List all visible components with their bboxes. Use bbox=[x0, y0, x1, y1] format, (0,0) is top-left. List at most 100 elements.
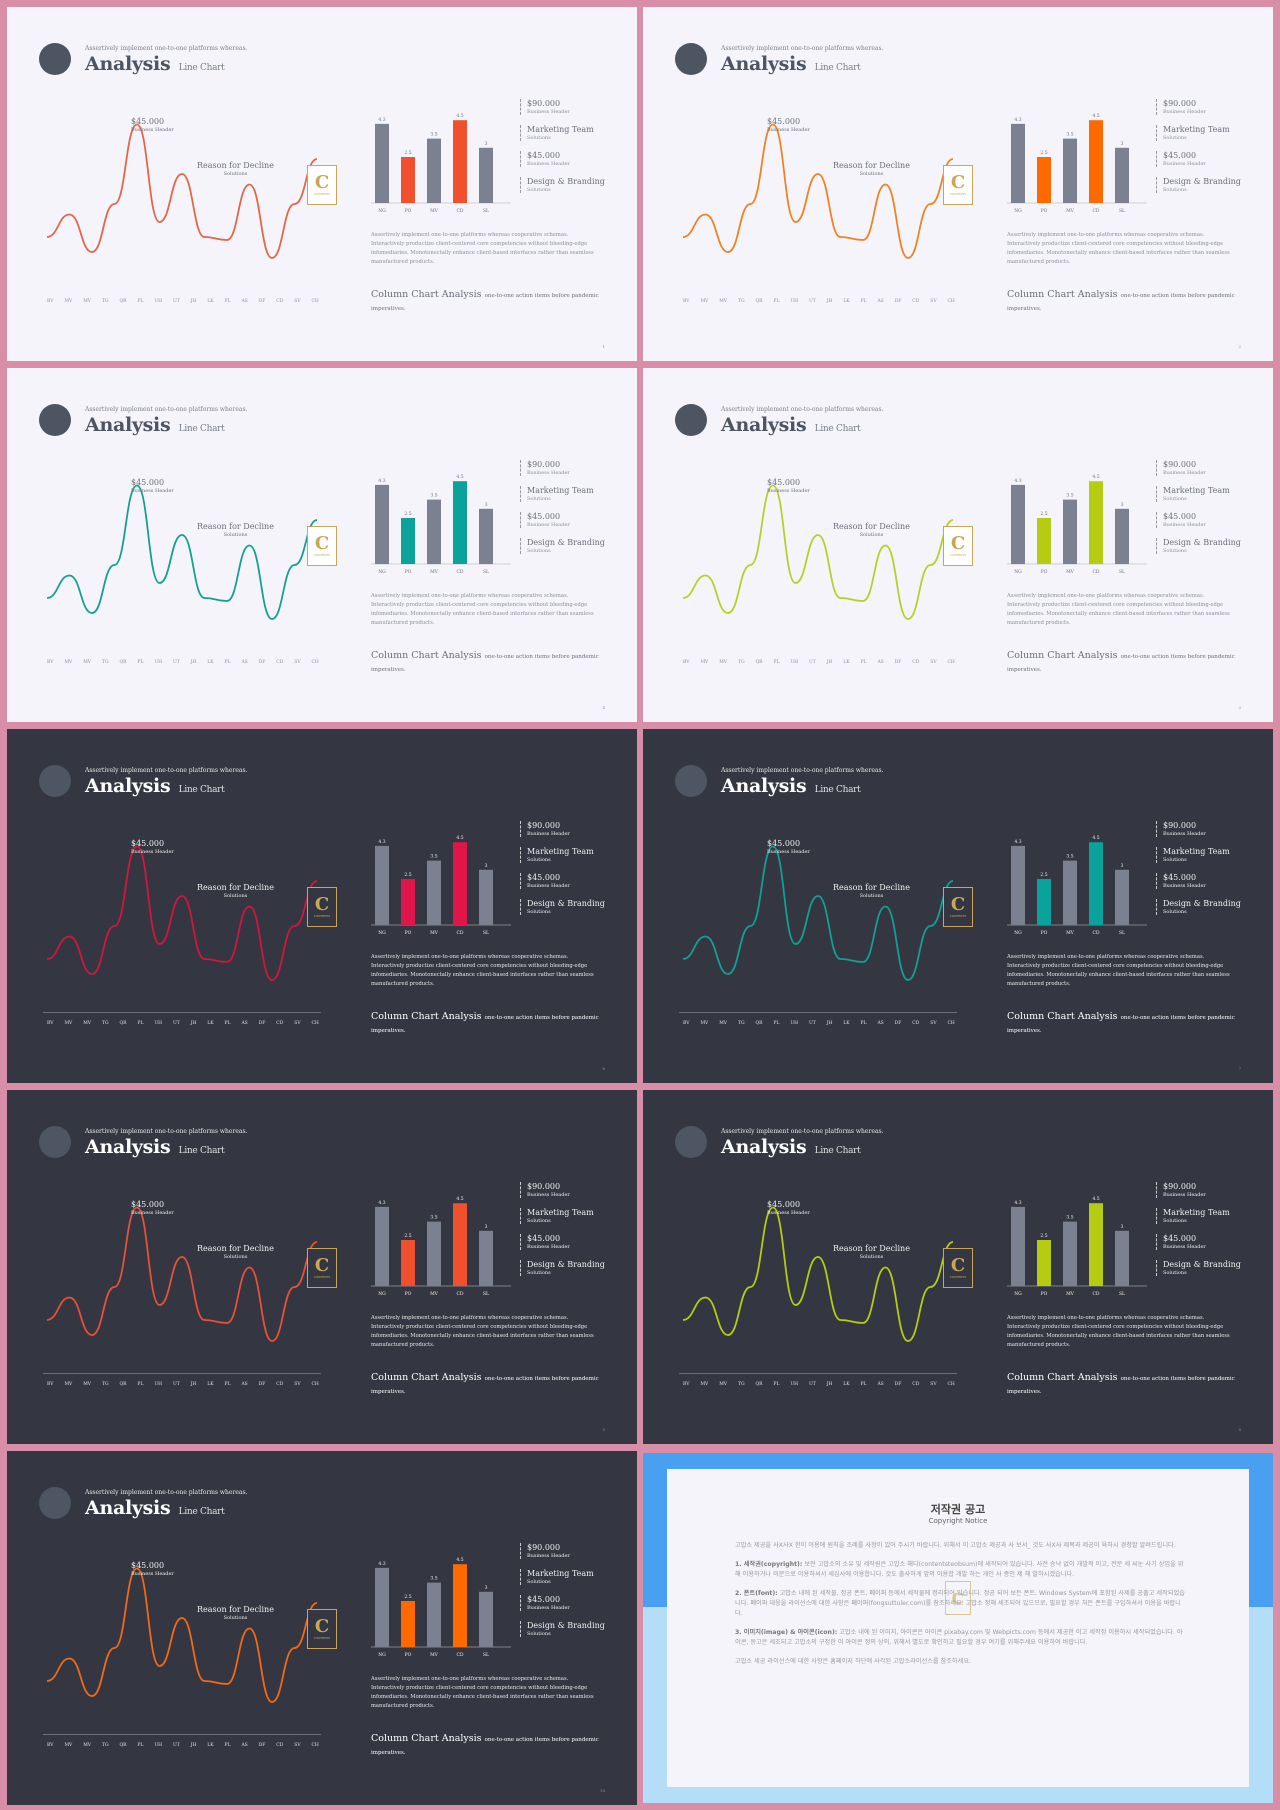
bar-legend: $90.000 Business Header Marketing Team Solu… bbox=[1156, 99, 1266, 203]
bar-CD bbox=[1089, 1203, 1103, 1286]
notice-para-2: 2. 폰트(font): 고맙소 내에 된 세작물, 정공 폰트, 폐이퍼 등에… bbox=[735, 1589, 1185, 1619]
x-tick-label: MV bbox=[719, 1021, 728, 1026]
legend-item: $45.000 Business Header bbox=[520, 151, 630, 167]
line-chart bbox=[682, 1206, 954, 1342]
legend-item: $45.000 Business Header bbox=[520, 1234, 630, 1250]
bar-NG bbox=[375, 845, 389, 925]
x-tick-label: JH bbox=[190, 1382, 197, 1387]
slide-thumbnail-3[interactable]: Assertively implement one-to-one platfor… bbox=[7, 368, 637, 722]
page-number: 8 bbox=[1238, 1427, 1241, 1432]
x-tick-label: PL bbox=[224, 1021, 231, 1026]
slide-thumbnail-1[interactable]: Assertively implement one-to-one platfor… bbox=[7, 7, 637, 361]
slide-thumbnail-9[interactable]: Assertively implement one-to-one platfor… bbox=[7, 1451, 637, 1805]
legend-title: Design & Branding bbox=[527, 177, 605, 186]
description-text: Assertively implement one-to-one platfor… bbox=[371, 1676, 594, 1709]
bar-category-label: CD bbox=[1092, 569, 1099, 575]
legend-sub: Business Header bbox=[527, 1192, 570, 1198]
column-chart-heading: Column Chart Analysis one-to-one action … bbox=[371, 1733, 611, 1759]
legend-sub: Solutions bbox=[1163, 548, 1187, 554]
reason-title: Reason for Decline bbox=[833, 522, 910, 531]
x-tick-label: QR bbox=[119, 299, 127, 304]
top-subtitle: Assertively implement one-to-one platfor… bbox=[721, 45, 884, 52]
x-tick-label: MV bbox=[83, 660, 92, 665]
legend-sub: Business Header bbox=[1163, 522, 1206, 528]
x-tick-label: CD bbox=[276, 660, 284, 665]
x-tick-label: PL bbox=[773, 1382, 780, 1387]
x-tick-label: MV bbox=[700, 299, 709, 304]
x-tick-label: CH bbox=[947, 1021, 955, 1026]
line-chart-x-labels: BV MV MV TG QR PL UH UT JH LK PL AS DF CD SV CH bbox=[47, 1743, 319, 1748]
page-number: 5 bbox=[602, 1427, 605, 1432]
title-text: Analysis bbox=[721, 775, 807, 797]
reason-sub: Solutions bbox=[223, 1615, 248, 1621]
bar-SL bbox=[1115, 1230, 1129, 1286]
reason-annotation: Reason for Decline Solutions bbox=[833, 883, 910, 899]
x-tick-label: BV bbox=[47, 299, 54, 304]
line-chart-axis bbox=[679, 1373, 957, 1374]
x-tick-label: UT bbox=[808, 660, 816, 665]
x-tick-label: BV bbox=[47, 1382, 54, 1387]
x-tick-label: SV bbox=[930, 299, 937, 304]
legend-title: $90.000 bbox=[527, 460, 561, 469]
bar-legend: $90.000 Business Header Marketing Team Solu… bbox=[1156, 460, 1266, 564]
price-annotation: $45.000 Business Header bbox=[767, 1200, 810, 1216]
bar-MV bbox=[427, 499, 441, 564]
contents-badge: C CONTENTS bbox=[307, 1609, 337, 1649]
slide-thumbnail-6[interactable]: Assertively implement one-to-one platfor… bbox=[643, 729, 1273, 1083]
bar-value-label: 2.5 bbox=[404, 511, 411, 517]
legend-item: Design & Branding Solutions bbox=[1156, 1260, 1266, 1276]
bar-value-label: 2.5 bbox=[1040, 1233, 1047, 1239]
x-tick-label: PL bbox=[224, 299, 231, 304]
line-chart-axis bbox=[43, 1373, 321, 1374]
legend-item: Design & Branding Solutions bbox=[520, 1621, 630, 1637]
x-tick-label: DF bbox=[258, 660, 266, 665]
title-sub: Line Chart bbox=[814, 63, 861, 73]
bar-legend: $90.000 Business Header Marketing Team Solu… bbox=[1156, 821, 1266, 925]
legend-title: Marketing Team bbox=[527, 125, 594, 134]
legend-item: Design & Branding Solutions bbox=[520, 1260, 630, 1276]
slide-thumbnail-7[interactable]: Assertively implement one-to-one platfor… bbox=[7, 1090, 637, 1444]
bar-value-label: 4.5 bbox=[456, 474, 463, 480]
x-tick-label: BV bbox=[683, 660, 690, 665]
legend-sub: Solutions bbox=[1163, 1270, 1187, 1276]
notice-para-3-head: 3. 이미지(image) & 아이콘(icon): bbox=[735, 1629, 838, 1636]
copyright-notice-slide[interactable]: 저작권 공고 Copyright Notice C 고맙소 제공을 사X사X 한… bbox=[643, 1453, 1273, 1803]
x-tick-label: CH bbox=[311, 1382, 319, 1387]
price-annotation: $45.000 Business Header bbox=[131, 117, 174, 133]
reason-annotation: Reason for Decline Solutions bbox=[197, 883, 274, 899]
legend-title: $45.000 bbox=[1163, 512, 1197, 521]
description-text: Assertively implement one-to-one platfor… bbox=[371, 954, 594, 987]
description-text: Assertively implement one-to-one platfor… bbox=[371, 593, 594, 626]
bar-value-label: 4.3 bbox=[378, 839, 385, 845]
badge-letter: C bbox=[314, 1616, 330, 1637]
slide-thumbnail-2[interactable]: Assertively implement one-to-one platfor… bbox=[643, 7, 1273, 361]
logo-circle bbox=[39, 404, 71, 436]
legend-title: Marketing Team bbox=[1163, 486, 1230, 495]
badge-text: CONTENTS bbox=[313, 553, 331, 557]
slide-thumbnail-4[interactable]: Assertively implement one-to-one platfor… bbox=[643, 368, 1273, 722]
x-tick-label: AS bbox=[877, 660, 884, 665]
x-tick-label: JH bbox=[826, 660, 833, 665]
badge-text: CONTENTS bbox=[313, 192, 331, 196]
bar-category-label: NG bbox=[1014, 208, 1022, 214]
slide-thumbnail-8[interactable]: Assertively implement one-to-one platfor… bbox=[643, 1090, 1273, 1444]
badge-letter: C bbox=[314, 172, 330, 193]
column-title: Column Chart Analysis bbox=[1007, 289, 1118, 300]
contents-badge: C CONTENTS bbox=[943, 165, 973, 205]
x-tick-label: DF bbox=[894, 660, 902, 665]
legend-item: $90.000 Business Header bbox=[1156, 1182, 1266, 1198]
reason-sub: Solutions bbox=[859, 893, 884, 899]
legend-sub: Solutions bbox=[527, 496, 551, 502]
bar-SL bbox=[479, 147, 493, 203]
notice-para-1-text: 보전 고맙소의 소유 및 세작원은 고맙소 해디(contentsteobsum… bbox=[735, 1561, 1184, 1578]
legend-title: $45.000 bbox=[1163, 873, 1197, 882]
legend-item: Marketing Team Solutions bbox=[520, 1569, 630, 1585]
legend-item: $45.000 Business Header bbox=[520, 873, 630, 889]
x-tick-label: TG bbox=[737, 660, 745, 665]
reason-title: Reason for Decline bbox=[197, 161, 274, 170]
legend-sub: Business Header bbox=[1163, 883, 1206, 889]
reason-title: Reason for Decline bbox=[833, 883, 910, 892]
logo-circle bbox=[39, 1487, 71, 1519]
slide-thumbnail-5[interactable]: Assertively implement one-to-one platfor… bbox=[7, 729, 637, 1083]
reason-annotation: Reason for Decline Solutions bbox=[833, 1244, 910, 1260]
